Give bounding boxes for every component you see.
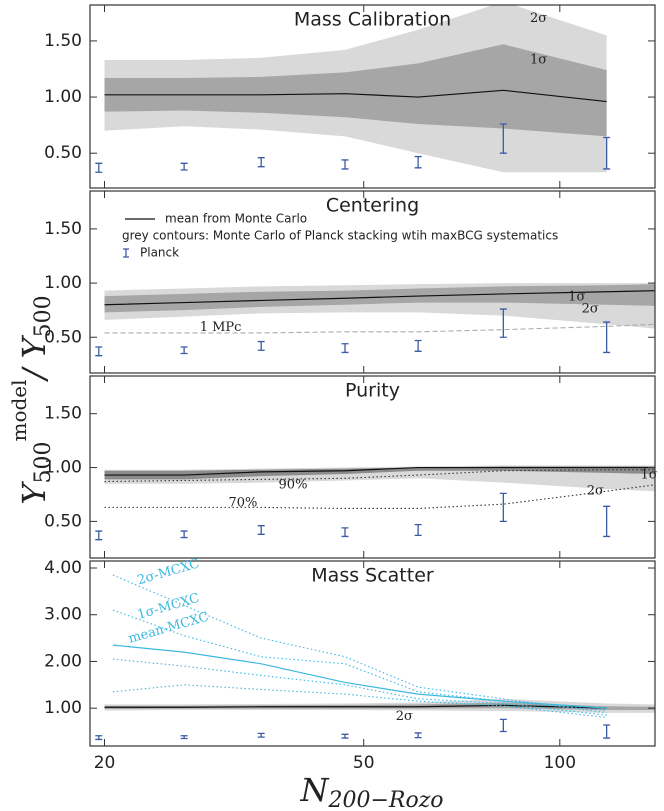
annotation: 1σ <box>530 53 547 68</box>
annotation: 2σ <box>582 302 599 317</box>
line <box>112 644 607 709</box>
plot-area <box>95 465 655 541</box>
x-label-part: N <box>299 771 329 809</box>
error-bar <box>499 123 507 154</box>
error-bar <box>257 340 265 351</box>
y-tick-label: 1.00 <box>44 273 82 293</box>
y-tick-label: 1.50 <box>44 404 82 424</box>
annotation: 70% <box>228 496 257 511</box>
error-bar <box>341 159 349 170</box>
y-tick-label: 1.50 <box>44 219 82 239</box>
error-bar <box>603 321 611 354</box>
plot-area <box>95 5 611 173</box>
band <box>104 44 607 137</box>
annotation: 90% <box>279 477 308 492</box>
y-tick-label: 4.00 <box>44 558 82 578</box>
error-bar <box>499 308 507 338</box>
y-label-part: Y <box>15 481 53 505</box>
legend-label: Planck <box>140 246 179 260</box>
error-bar <box>603 724 611 739</box>
x-label-part: 200−Rozo <box>327 788 443 811</box>
panel-title: Mass Calibration <box>294 9 451 31</box>
plot-area <box>95 574 655 741</box>
legend-swatch <box>123 248 129 258</box>
error-bar <box>95 162 103 173</box>
y-tick-label: 1.00 <box>44 87 82 107</box>
y-tick-label: 1.00 <box>44 458 82 478</box>
panel-frame <box>89 560 656 747</box>
panel-title: Centering <box>326 195 419 217</box>
error-bar <box>257 525 265 535</box>
annotation: 1 MPc <box>200 320 242 335</box>
error-bar <box>414 732 422 739</box>
line <box>104 290 655 306</box>
x-axis-label: N200−Rozo <box>299 771 443 811</box>
panel-title: Purity <box>345 380 400 402</box>
line <box>112 574 607 714</box>
error-bar <box>180 530 188 539</box>
error-bar <box>95 735 103 741</box>
error-bar <box>414 523 422 537</box>
plot-area <box>95 283 655 357</box>
panel-frame <box>89 4 656 189</box>
panel: Purity 0.50 1.00 1.50 90% 70% 1σ 2σ <box>44 375 658 559</box>
error-bar <box>414 339 422 352</box>
error-bar <box>180 735 188 740</box>
annotation: 2σ <box>587 484 604 499</box>
x-tick-label: 50 <box>353 753 375 773</box>
band <box>104 466 655 480</box>
error-bar <box>95 530 103 541</box>
panel-frame <box>89 190 656 374</box>
y-label-part: 500 <box>31 295 56 337</box>
legend-label: mean from Monte Carlo <box>165 212 307 226</box>
error-bar <box>257 732 265 738</box>
panel-frame <box>89 375 656 559</box>
error-bar <box>180 162 188 171</box>
error-bar <box>341 343 349 354</box>
line <box>104 484 655 510</box>
y-tick-label: 0.50 <box>44 327 82 347</box>
y-label-part: model <box>7 379 31 441</box>
error-bar <box>180 346 188 355</box>
legend-label: grey contours: Monte Carlo of Planck sta… <box>122 229 558 243</box>
y-label-part: / Y <box>15 335 53 383</box>
line <box>104 469 655 483</box>
y-tick-label: 0.50 <box>44 143 82 163</box>
line <box>104 323 655 334</box>
panel: Mass Calibration 0.50 1.00 1.50 2σ 1σ <box>44 4 656 189</box>
error-bar <box>603 136 611 170</box>
line <box>112 684 607 719</box>
y-tick-label: 0.50 <box>44 511 82 531</box>
y-tick-label: 1.50 <box>44 31 82 51</box>
error-bar <box>414 155 422 169</box>
error-bar <box>257 157 265 168</box>
panel-title: Mass Scatter <box>311 565 434 587</box>
x-tick-label: 100 <box>544 753 576 773</box>
y-label-part: 500 <box>31 442 56 484</box>
error-bar <box>499 492 507 523</box>
error-bar <box>95 346 103 357</box>
annotation: 1σ <box>568 290 585 305</box>
annotation: 1σ <box>640 468 657 483</box>
y-tick-label: 3.00 <box>44 605 82 625</box>
error-bar <box>341 527 349 538</box>
band <box>104 284 655 313</box>
y-axis-label: Y500model/ Y500 <box>7 295 57 504</box>
error-bar <box>603 505 611 538</box>
annotation: 2σ <box>396 709 413 724</box>
error-bar <box>499 718 507 733</box>
y-tick-label: 1.00 <box>44 698 82 718</box>
line <box>104 466 655 476</box>
x-tick-label: 20 <box>94 753 116 773</box>
error-bar <box>341 733 349 739</box>
line <box>104 704 607 709</box>
line <box>112 658 607 716</box>
line <box>104 89 607 103</box>
annotation: 2σ <box>530 11 547 26</box>
y-tick-label: 2.00 <box>44 651 82 671</box>
